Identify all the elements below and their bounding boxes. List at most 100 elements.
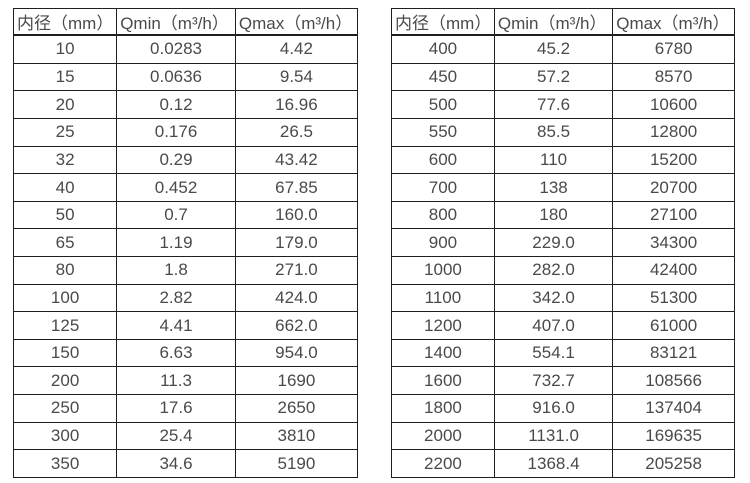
cell-qmin: 11.3: [116, 366, 236, 396]
header-cell-qmax: Qmax（m³/h）: [612, 8, 735, 36]
table-row: 25 0.176 26.5: [12, 117, 359, 147]
cell-qmin: 180: [493, 200, 614, 230]
cell-qmax: 271.0: [234, 256, 359, 285]
cell-qmin: 0.452: [116, 173, 236, 202]
cell-inner-diameter: 80: [12, 256, 118, 285]
cell-inner-diameter: 1200: [391, 311, 495, 340]
cell-qmin: 4.41: [116, 311, 236, 340]
table-row: 500 77.6 10600: [391, 90, 735, 119]
table-row: 125 4.41 662.0: [12, 311, 359, 340]
flow-table-large-diameters: 内径（mm） Qmin（m³/h） Qmax（m³/h） 400 45.2 6780 45…: [391, 8, 735, 478]
table-row: 200 11.3 1690: [12, 366, 359, 396]
table-header: 内径（mm） Qmin（m³/h） Qmax（m³/h）: [12, 8, 359, 36]
cell-qmax: 42400: [612, 256, 735, 285]
cell-inner-diameter: 1400: [391, 338, 495, 368]
cell-qmax: 137404: [612, 394, 735, 423]
cell-qmin: 77.6: [493, 90, 614, 119]
header-row: 内径（mm） Qmin（m³/h） Qmax（m³/h）: [12, 8, 359, 36]
cell-inner-diameter: 32: [12, 145, 118, 175]
cell-qmax: 1690: [234, 366, 359, 396]
table-row: 2200 1368.4 205258: [391, 449, 735, 478]
cell-qmax: 15200: [612, 145, 735, 175]
table-row: 1800 916.0 137404: [391, 394, 735, 423]
table-row: 700 138 20700: [391, 173, 735, 202]
table-row: 250 17.6 2650: [12, 394, 359, 423]
header-cell-qmin: Qmin（m³/h）: [116, 8, 236, 36]
cell-qmin: 138: [493, 173, 614, 202]
cell-qmax: 3810: [234, 421, 359, 451]
cell-inner-diameter: 100: [12, 283, 118, 313]
cell-qmax: 2650: [234, 394, 359, 423]
cell-qmin: 2.82: [116, 283, 236, 313]
cell-qmax: 27100: [612, 200, 735, 230]
cell-inner-diameter: 125: [12, 311, 118, 340]
cell-inner-diameter: 900: [391, 228, 495, 258]
cell-qmin: 229.0: [493, 228, 614, 258]
cell-qmin: 0.29: [116, 145, 236, 175]
cell-inner-diameter: 600: [391, 145, 495, 175]
cell-qmin: 1368.4: [493, 449, 614, 478]
cell-qmax: 5190: [234, 449, 359, 478]
cell-qmax: 205258: [612, 449, 735, 478]
cell-inner-diameter: 800: [391, 200, 495, 230]
table-row: 50 0.7 160.0: [12, 200, 359, 230]
table-row: 15 0.0636 9.54: [12, 62, 359, 92]
cell-qmax: 108566: [612, 366, 735, 396]
table-row: 100 2.82 424.0: [12, 283, 359, 313]
cell-qmin: 0.7: [116, 200, 236, 230]
cell-qmax: 424.0: [234, 283, 359, 313]
header-cell-qmax: Qmax（m³/h）: [234, 8, 359, 36]
table-row: 900 229.0 34300: [391, 228, 735, 258]
table-row: 350 34.6 5190: [12, 449, 359, 478]
cell-inner-diameter: 40: [12, 173, 118, 202]
cell-qmax: 662.0: [234, 311, 359, 340]
cell-qmin: 407.0: [493, 311, 614, 340]
cell-inner-diameter: 1600: [391, 366, 495, 396]
cell-qmax: 67.85: [234, 173, 359, 202]
cell-qmax: 160.0: [234, 200, 359, 230]
cell-qmax: 51300: [612, 283, 735, 313]
cell-qmin: 0.0283: [116, 34, 236, 64]
cell-qmin: 1131.0: [493, 421, 614, 451]
table-row: 1200 407.0 61000: [391, 311, 735, 340]
cell-qmin: 554.1: [493, 338, 614, 368]
cell-qmax: 8570: [612, 62, 735, 92]
cell-inner-diameter: 65: [12, 228, 118, 258]
header-cell-inner-diameter: 内径（mm）: [391, 8, 495, 36]
table-row: 600 110 15200: [391, 145, 735, 175]
cell-qmin: 45.2: [493, 34, 614, 64]
cell-qmax: 20700: [612, 173, 735, 202]
cell-inner-diameter: 25: [12, 117, 118, 147]
cell-inner-diameter: 150: [12, 338, 118, 368]
cell-qmin: 17.6: [116, 394, 236, 423]
cell-qmax: 12800: [612, 117, 735, 147]
table-body: 400 45.2 6780 450 57.2 8570 500 77.6 10600 550 85.…: [391, 34, 735, 478]
cell-qmin: 25.4: [116, 421, 236, 451]
table-row: 1400 554.1 83121: [391, 338, 735, 368]
cell-qmin: 342.0: [493, 283, 614, 313]
table-row: 400 45.2 6780: [391, 34, 735, 64]
cell-qmax: 34300: [612, 228, 735, 258]
header-row: 内径（mm） Qmin（m³/h） Qmax（m³/h）: [391, 8, 735, 36]
cell-qmax: 9.54: [234, 62, 359, 92]
cell-qmin: 282.0: [493, 256, 614, 285]
cell-qmin: 85.5: [493, 117, 614, 147]
table-row: 10 0.0283 4.42: [12, 34, 359, 64]
cell-qmax: 61000: [612, 311, 735, 340]
flow-table-small-diameters: 内径（mm） Qmin（m³/h） Qmax（m³/h） 10 0.0283 4.42 1…: [12, 8, 359, 478]
cell-qmin: 916.0: [493, 394, 614, 423]
cell-inner-diameter: 450: [391, 62, 495, 92]
cell-inner-diameter: 1000: [391, 256, 495, 285]
cell-qmin: 0.0636: [116, 62, 236, 92]
cell-qmax: 169635: [612, 421, 735, 451]
cell-qmin: 6.63: [116, 338, 236, 368]
cell-qmax: 179.0: [234, 228, 359, 258]
cell-qmax: 6780: [612, 34, 735, 64]
cell-qmin: 1.19: [116, 228, 236, 258]
cell-qmax: 83121: [612, 338, 735, 368]
table-row: 150 6.63 954.0: [12, 338, 359, 368]
table-row: 1600 732.7 108566: [391, 366, 735, 396]
cell-qmin: 0.176: [116, 117, 236, 147]
cell-inner-diameter: 500: [391, 90, 495, 119]
